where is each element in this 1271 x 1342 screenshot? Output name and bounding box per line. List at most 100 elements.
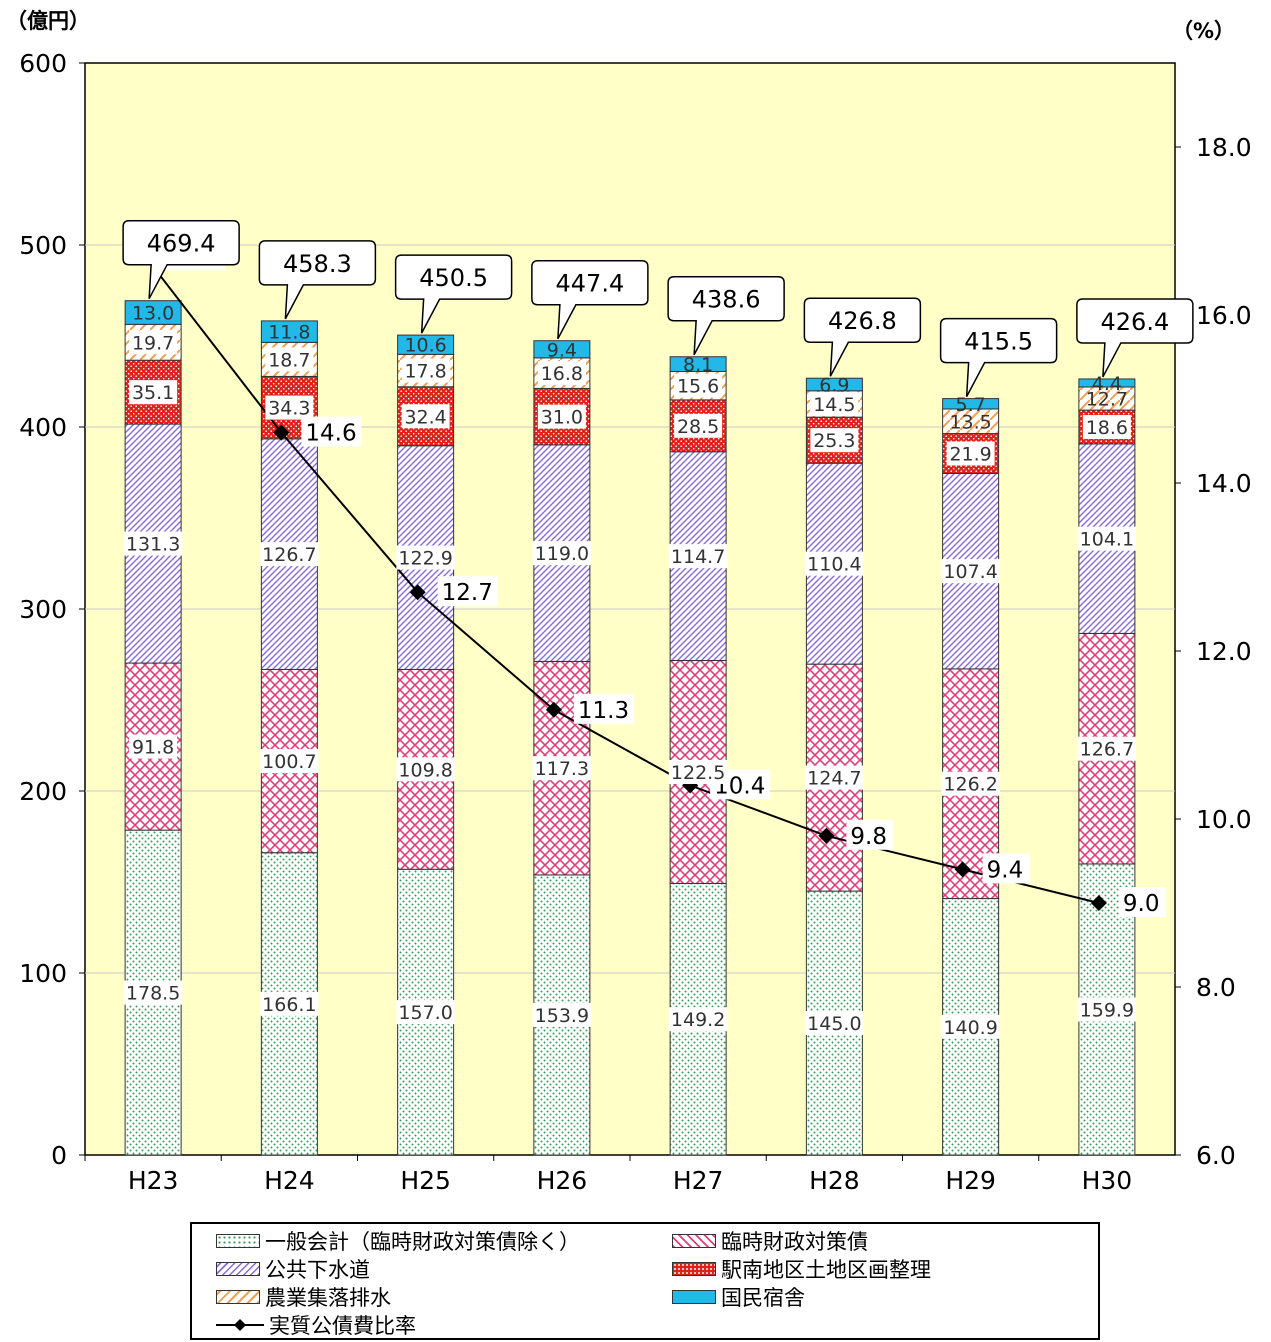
segment-label: 166.1: [262, 994, 316, 1016]
right-tick-label: 6.0: [1196, 1141, 1236, 1170]
segment-label-bg: [123, 980, 183, 1005]
segment-label: 18.7: [268, 349, 310, 371]
left-tick-label: 100: [19, 959, 67, 988]
ratio-line: 16.714.612.711.310.49.89.49.0: [137, 240, 1166, 917]
segment-label-bg: [260, 991, 319, 1016]
ratio-label-bg: [846, 819, 894, 850]
segment-label: 9.4: [547, 339, 577, 361]
segment-label-bg: [532, 541, 592, 566]
segment-label: 11.8: [268, 322, 310, 344]
ratio-label: 9.4: [987, 857, 1024, 883]
segment-label-bg: [805, 551, 864, 576]
segment-label-bg: [1077, 736, 1137, 761]
legend-label: 実質公債費比率: [269, 1314, 416, 1338]
ratio-marker: [273, 424, 290, 441]
total-label: 426.8: [828, 307, 897, 335]
x-tick-label: H28: [809, 1166, 860, 1195]
total-callout: [122, 219, 240, 300]
x-tick-label: H29: [945, 1166, 996, 1195]
segment-label-bg: [946, 441, 995, 466]
segment-label: 126.7: [1080, 739, 1134, 761]
segment-label-bg: [396, 1000, 455, 1025]
segment-label-bg: [805, 1011, 864, 1036]
segment-label-bg: [537, 404, 586, 429]
legend-item: 実質公債費比率: [216, 1312, 416, 1338]
legend-swatch: [672, 1262, 716, 1276]
segment-label: 104.1: [1080, 529, 1134, 551]
segment-label: 117.3: [535, 758, 589, 780]
segment-label: 159.9: [1080, 999, 1134, 1021]
left-tick-label: 0: [51, 1141, 67, 1170]
ratio-marker: [545, 701, 562, 718]
legend-label: 臨時財政対策債: [721, 1230, 868, 1254]
ratio-label: 11.3: [578, 698, 629, 724]
x-tick-label: H23: [128, 1166, 179, 1195]
segment-label-bg: [1077, 997, 1137, 1022]
ratio-label-bg: [1118, 887, 1166, 917]
legend-item: 国民宿舎: [672, 1284, 805, 1310]
segment-label: 178.5: [126, 983, 180, 1005]
right-axis-unit: （%）: [1172, 19, 1235, 43]
segment-label-bg: [260, 542, 319, 567]
ratio-label: 12.7: [442, 580, 493, 606]
segment-label-bg: [1082, 415, 1131, 439]
segment-label-bg: [123, 531, 183, 556]
bar-segment: [942, 408, 1000, 435]
segment-label: 153.9: [535, 1005, 589, 1027]
legend-marker: [234, 1319, 246, 1331]
segment-label-bg: [674, 373, 723, 398]
segment-label-bg: [668, 1007, 728, 1032]
segment-label: 13.5: [949, 411, 991, 433]
total-callout: [531, 259, 649, 340]
total-callout: [258, 240, 377, 320]
segment-label-bg: [810, 391, 859, 416]
ratio-marker: [409, 584, 426, 601]
right-tick-label: 14.0: [1196, 469, 1252, 498]
left-tick-label: 300: [19, 595, 67, 624]
segment-label: 6.9: [819, 375, 849, 397]
segment-label-bg: [941, 771, 1000, 796]
segment-label: 131.3: [126, 534, 180, 556]
segment-label-bg: [537, 361, 586, 386]
segment-label: 100.7: [262, 751, 316, 773]
total-callout: [803, 297, 922, 377]
total-label: 426.4: [1101, 308, 1170, 336]
legend-swatch: [216, 1234, 260, 1248]
segment-label: 122.5: [671, 762, 725, 784]
total-label: 458.3: [283, 250, 352, 278]
legend-swatch: [216, 1290, 260, 1304]
segment-label: 145.0: [807, 1013, 861, 1035]
segment-label: 35.1: [132, 382, 174, 404]
total-label: 415.5: [964, 328, 1033, 356]
segment-label: 14.5: [813, 394, 855, 416]
segment-label-bg: [805, 765, 864, 790]
x-tick-label: H30: [1082, 1166, 1133, 1195]
segment-label: 4.4: [1092, 373, 1122, 395]
x-tick-label: H24: [264, 1166, 315, 1195]
total-label: 450.5: [419, 264, 488, 292]
ratio-label: 14.6: [305, 421, 356, 447]
legend-item: 臨時財政対策債: [672, 1228, 868, 1254]
segment-label: 15.6: [677, 376, 719, 398]
segment-label-bg: [810, 428, 859, 453]
axes: 0 100 200 300 400 500 600 6.0 8.0 10.0 12.0 14.0 16.…: [19, 49, 1251, 1195]
segment-label: 114.7: [671, 546, 725, 568]
ratio-label: 9.0: [1123, 891, 1160, 917]
segment-label: 13.0: [132, 303, 174, 325]
segment-label-bg: [401, 404, 450, 429]
chart-legend: 一般会計（臨時財政対策債除く） 臨時財政対策債 公共下水道 駅南地区土地区画整理 農業集…: [190, 1222, 1100, 1340]
segment-label-bg: [260, 749, 319, 774]
segment-label: 28.5: [677, 416, 719, 438]
segment-label-bg: [941, 559, 1000, 584]
bar-segment: [1078, 378, 1136, 388]
x-tick-label: H25: [400, 1166, 451, 1195]
ratio-label-bg: [982, 853, 1030, 884]
segment-label-bg: [532, 756, 592, 781]
right-tick-label: 18.0: [1196, 133, 1252, 162]
legend-line-swatch: [216, 1319, 264, 1331]
segment-label: 8.1: [683, 354, 713, 376]
left-tick-label: 400: [19, 413, 67, 442]
total-callout: [939, 317, 1058, 397]
bar-segment: [805, 377, 863, 392]
segment-label: 119.0: [535, 543, 589, 565]
